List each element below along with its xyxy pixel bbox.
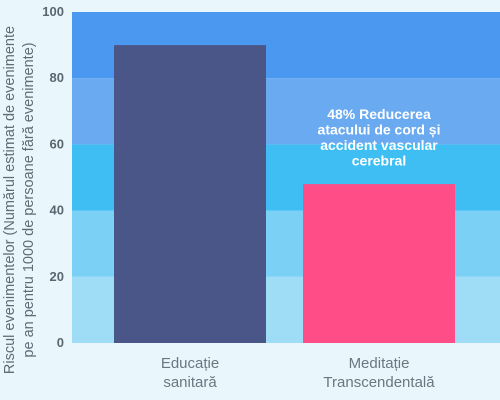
x-category-label: Educație sanitară (161, 355, 219, 391)
bars (114, 45, 455, 343)
y-tick-label: 60 (50, 136, 64, 151)
y-axis-label: Riscul evenimentelor (Numărul estimat de… (2, 26, 37, 374)
y-tick-label: 0 (57, 335, 64, 350)
y-tick-label: 40 (50, 203, 64, 218)
y-tick-label: 80 (50, 70, 64, 85)
bar-0 (114, 45, 266, 343)
y-tick-label: 100 (42, 4, 64, 19)
bar-1 (303, 184, 455, 343)
y-axis-ticks: 0 20 40 60 80 100 (42, 4, 64, 350)
reduction-annotation: 48% Reducerea atacului de cord și accident… (318, 106, 441, 169)
x-category-label: Meditație Transcendentală (323, 355, 435, 391)
x-axis-labels: Educație sanitară Meditație Transcendentală (161, 355, 435, 391)
y-tick-label: 20 (50, 269, 64, 284)
